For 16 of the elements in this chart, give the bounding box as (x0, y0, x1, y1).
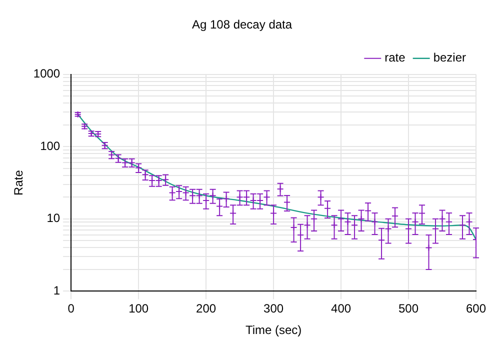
legend-label: rate (384, 50, 406, 65)
y-tick-label: 10 (46, 211, 60, 226)
x-axis-title: Time (sec) (245, 323, 302, 338)
y-tick-label: 1 (53, 284, 60, 298)
legend-label: bezier (433, 50, 466, 65)
chart-title: Ag 108 decay data (192, 18, 292, 32)
x-tick-label: 500 (398, 302, 419, 316)
x-tick-label: 600 (466, 302, 486, 316)
x-tick-label: 0 (68, 302, 75, 316)
x-tick-label: 200 (196, 302, 216, 316)
x-tick-label: 400 (331, 302, 352, 316)
x-tick-label: 100 (128, 302, 149, 316)
x-tick-label: 300 (264, 302, 284, 316)
y-axis-title: Rate (12, 170, 26, 196)
y-tick-label: 100 (40, 138, 60, 153)
y-tick-label: 1000 (33, 66, 60, 81)
